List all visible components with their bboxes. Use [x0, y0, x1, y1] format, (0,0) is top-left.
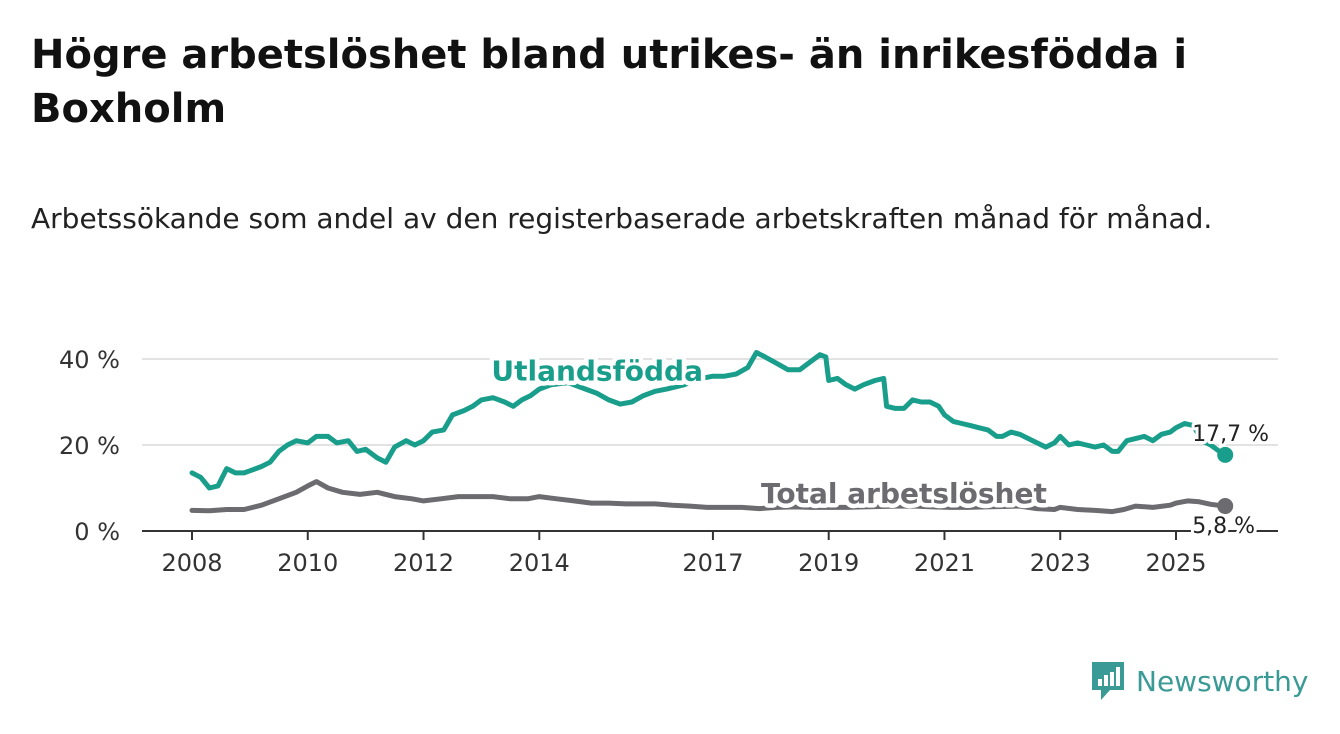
end-value-label-total: 5,8 %: [1192, 514, 1255, 539]
x-tick-label: 2017: [682, 549, 743, 577]
brand-logo: Newsworthy: [1090, 660, 1309, 702]
end-value-label-halo: 17,7 %: [1192, 422, 1269, 447]
y-tick-label: 40 %: [59, 346, 120, 374]
axis-ticks: 0 % 20 % 40 % 2008 2010 2012 2014 2017 2019 2021 2…: [59, 346, 1207, 577]
chart-title: Högre arbetslöshet bland utrikes- än inr…: [31, 32, 1188, 132]
y-tick-label: 20 %: [59, 432, 120, 460]
series-line-foreign: [189, 350, 1228, 491]
x-tick-label: 2014: [509, 549, 570, 577]
x-tick-label: 2019: [798, 549, 859, 577]
x-tick-label: 2010: [277, 549, 338, 577]
y-tick-label: 0 %: [74, 518, 120, 546]
series-lines: [189, 350, 1234, 515]
end-point-foreign: [1217, 446, 1234, 463]
series-label-total: Total arbetslöshet: [761, 477, 1047, 510]
x-tick-label: 2025: [1145, 549, 1206, 577]
series-label-halo: Utlandsfödda: [491, 355, 703, 388]
series-label-foreign: Utlandsfödda: [491, 355, 703, 388]
series-labels: 5,8 %5,8 %17,7 %17,7 %UtlandsföddaUtland…: [487, 350, 1272, 542]
x-tick-label: 2021: [914, 549, 975, 577]
brand-name: Newsworthy: [1136, 664, 1309, 698]
series-line-total: [189, 479, 1228, 515]
newsworthy-logo-icon: [1092, 662, 1124, 700]
x-tick-label: 2023: [1030, 549, 1091, 577]
end-point-total: [1217, 498, 1234, 515]
end-value-label-halo: 5,8 %: [1192, 514, 1255, 539]
end-value-label-foreign: 17,7 %: [1192, 422, 1269, 447]
x-tick-label: 2012: [393, 549, 454, 577]
series-label-halo: Total arbetslöshet: [761, 477, 1047, 510]
x-tick-label: 2008: [161, 549, 222, 577]
chart-subtitle: Arbetssökande som andel av den registerb…: [31, 202, 1213, 235]
